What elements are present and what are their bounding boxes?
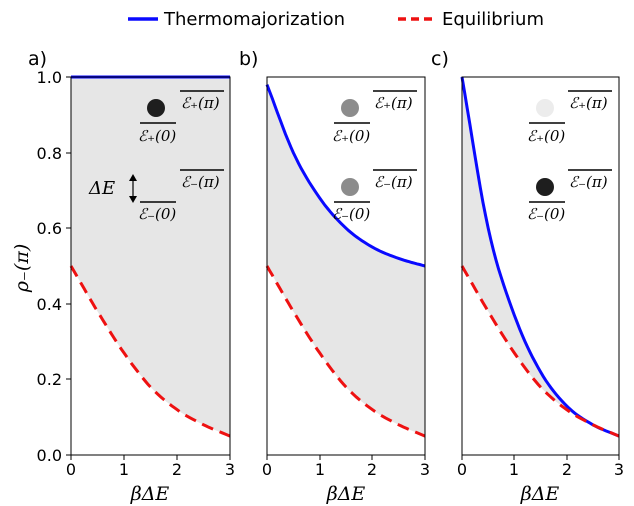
y-tick-label-1: 0.2	[37, 370, 62, 389]
panel-c-x-ticks: 0 1 2 3	[457, 455, 624, 479]
panel-a-x-tick-label-1: 1	[119, 460, 129, 479]
panel-b-x-tick-label-3: 3	[420, 460, 430, 479]
panel-c-lower-dot	[536, 178, 554, 196]
panel-c-x-tick-label-3: 3	[614, 460, 624, 479]
panel-b-upper-bottom-label: ℰ₊(0)	[332, 127, 370, 145]
panel-a-delta-e-label: ΔE	[88, 178, 115, 199]
legend-thermo-label: Thermomajorization	[163, 9, 345, 30]
panel-c-shaded-region	[462, 77, 619, 437]
panel-a-shaded-region	[71, 77, 230, 437]
panel-a-label: a)	[28, 48, 47, 70]
panel-c-frame	[461, 76, 620, 456]
panel-c-x-tick-label-1: 1	[509, 460, 519, 479]
panel-b-x-ticks: 0 1 2 3	[262, 455, 430, 479]
panel-c-label: c)	[431, 48, 449, 70]
y-tick-label-2: 0.4	[37, 295, 62, 314]
panel-a-equilibrium-curve	[69, 265, 231, 438]
panel-b-x-tick-label-0: 0	[262, 460, 272, 479]
panel-a-upper-bottom-label: ℰ₊(0)	[138, 127, 176, 145]
panel-c: c) ℰ₊(π) ℰ₊(0) ℰ₋(π) ℰ₋(0) 0 1 2 3 βΔE	[431, 48, 624, 505]
y-tick-label-3: 0.6	[37, 219, 62, 238]
panel-a-upper-top-label: ℰ₊(π)	[181, 94, 220, 112]
panel-c-x-tick-label-0: 0	[457, 460, 467, 479]
legend-equilibrium-label: Equilibrium	[442, 9, 544, 30]
panel-a-delta-e-arrowhead-down	[129, 196, 137, 203]
panel-a-x-tick-label-3: 3	[225, 460, 235, 479]
panel-b-upper-top-label: ℰ₊(π)	[374, 94, 413, 112]
panel-b-label: b)	[239, 48, 258, 70]
panel-a-x-axis-title: βΔE	[130, 483, 170, 505]
panel-b-x-tick-label-1: 1	[315, 460, 325, 479]
panel-b-thermomajorization-curve	[265, 84, 426, 268]
panel-a-x-tick-label-0: 0	[66, 460, 76, 479]
panel-b-x-axis-title: βΔE	[326, 483, 366, 505]
panel-c-upper-top-label: ℰ₊(π)	[569, 94, 608, 112]
panel-b-shaded-region	[267, 84, 425, 437]
y-tick-label-5: 1.0	[37, 68, 62, 87]
panel-c-x-tick-label-2: 2	[562, 460, 572, 479]
panel-a-frame	[70, 76, 231, 456]
legend: Thermomajorization Equilibrium	[128, 9, 544, 30]
panel-c-equilibrium-curve	[460, 265, 620, 438]
y-axis-title: ρ₋(π)	[11, 244, 33, 294]
y-tick-label-0: 0.0	[37, 446, 62, 465]
panel-a-lower-bottom-label: ℰ₋(0)	[138, 205, 176, 223]
panel-b-frame	[266, 76, 426, 456]
panel-c-lower-top-label: ℰ₋(π)	[569, 173, 608, 191]
panel-b-lower-dot	[341, 178, 359, 196]
panel-a-upper-dot	[147, 99, 165, 117]
panel-b-lower-bottom-label: ℰ₋(0)	[332, 205, 370, 223]
panel-c-upper-bottom-label: ℰ₊(0)	[527, 127, 565, 145]
panel-c-lower-bottom-label: ℰ₋(0)	[527, 205, 565, 223]
panel-c-upper-dot	[536, 99, 554, 117]
panel-a-delta-e-arrowhead-up	[129, 174, 137, 181]
y-tick-label-4: 0.8	[37, 144, 62, 163]
panel-a-x-tick-label-2: 2	[172, 460, 182, 479]
y-axis-ticks: 0.0 0.2 0.4 0.6 0.8 1.0	[37, 68, 71, 465]
panel-b-upper-dot	[341, 99, 359, 117]
panel-b-lower-top-label: ℰ₋(π)	[374, 173, 413, 191]
panel-b-equilibrium-curve	[265, 265, 426, 438]
panel-a-x-ticks: 0 1 2 3	[66, 455, 235, 479]
panel-b-x-tick-label-2: 2	[367, 460, 377, 479]
panel-b: b) ℰ₊(π) ℰ₊(0) ℰ₋(π) ℰ₋(0) 0 1 2 3 βΔE	[239, 48, 430, 505]
panel-a: a) 0.0 0.2 0.4 0.6 0.8 1.0 ρ₋(π) ℰ₊(π) ℰ…	[11, 48, 235, 505]
panel-a-lower-top-label: ℰ₋(π)	[181, 173, 220, 191]
panel-c-x-axis-title: βΔE	[520, 483, 560, 505]
